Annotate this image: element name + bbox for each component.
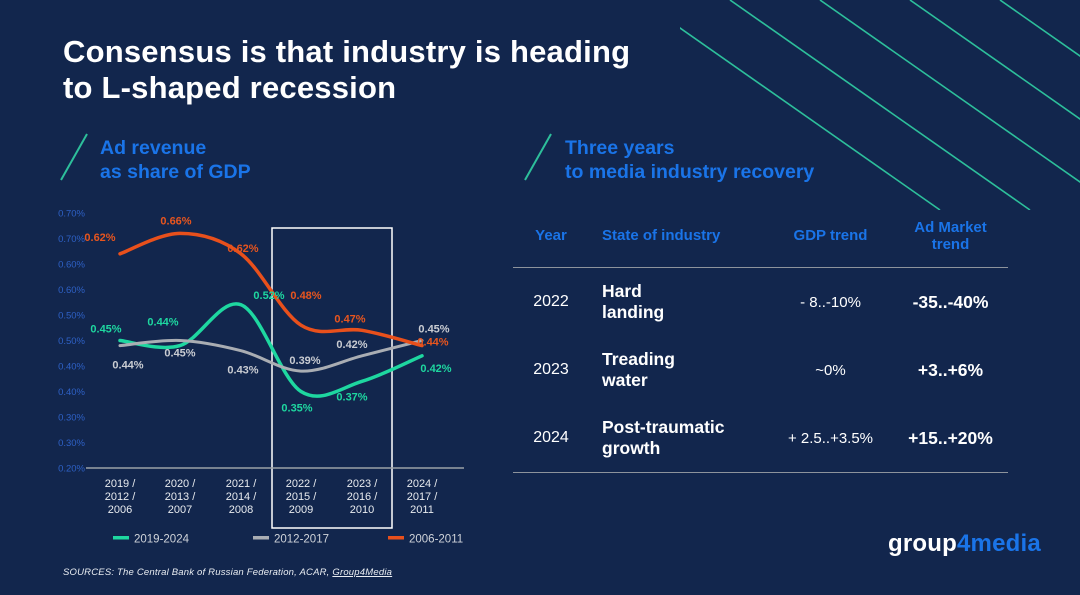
chart-section-heading: Ad revenue as share of GDP [100,137,251,184]
data-point-label: 0.42% [420,363,451,375]
table-cell-state: Post-traumatic growth [602,417,725,458]
table-cell-gdp-trend: + 2.5..+3.5% [787,429,874,447]
table-cell-ad-market-trend: +3..+6% [917,359,984,380]
data-point-label: 0.42% [336,339,367,351]
slash-icon [524,133,552,181]
series-line-2006-2011 [118,231,424,348]
x-axis-tick-label: 2024 /2017 /2011 [407,478,439,516]
table-header-gdp-trend: GDP trend [793,227,868,245]
data-point-label: 0.44% [112,360,143,372]
table-cell-state: Treading water [602,349,675,390]
legend-label: 2019-2024 [134,534,190,546]
table-cell-gdp-trend: ~0% [815,361,846,379]
y-axis-tick-label: 0.30% [58,413,85,424]
table-row: 2022 Hard landing - 8..-10% -35..-40% [513,268,1008,336]
table-row: 2023 Treading water ~0% +3..+6% [513,336,1008,404]
legend-label: 2012-2017 [274,534,329,546]
data-point-label: 0.44% [147,317,178,329]
table-header-state: State of industry [602,227,721,245]
table-bottom-rule [513,472,1008,473]
page-title: Consensus is that industry is heading to… [63,34,631,106]
table-header-row: Year State of industry GDP trend Ad Mark… [513,205,1008,267]
table-cell-ad-market-trend: -35..-40% [912,291,989,312]
x-axis-tick-label: 2019 /2012 /2006 [105,478,137,516]
data-point-label: 0.39% [289,355,320,367]
data-point-label: 0.48% [290,290,321,302]
recovery-table: Year State of industry GDP trend Ad Mark… [513,205,1008,473]
series-line-2012-2017 [118,338,424,373]
group4media-logo: group4media [888,530,1041,558]
data-point-label: 0.37% [336,391,367,403]
logo-blue-part: 4media [956,530,1041,557]
table-cell-gdp-trend: - 8..-10% [800,293,861,311]
series-line-2019-2024 [118,302,424,398]
data-point-label: 0.35% [281,403,312,415]
x-axis-tick-label: 2023 /2016 /2010 [347,478,379,516]
table-cell-state: Hard landing [602,281,665,322]
table-header-year: Year [535,227,567,245]
source-note-text: SOURCES: The Central Bank of Russian Fed… [63,567,333,578]
ad-revenue-chart: 0.70% 0.70% 0.60% 0.60% 0.50% 0.50% 0.40% 0.40%… [58,209,464,546]
logo-white-part: group [888,530,957,557]
source-link[interactable]: Group4Media [332,567,393,578]
x-axis-tick-label: 2021 /2014 /2008 [226,478,258,516]
data-point-label: 0.43% [227,365,258,377]
data-point-label: 0.62% [84,232,115,244]
data-point-label: 0.45% [418,324,449,336]
y-axis-tick-label: 0.50% [58,336,85,347]
table-cell-year: 2024 [533,429,569,446]
y-axis-tick-label: 0.20% [58,464,85,475]
y-axis-tick-label: 0.60% [58,260,85,271]
legend-swatch [113,536,129,540]
y-axis-tick-label: 0.30% [58,438,85,449]
y-axis-tick-label: 0.40% [58,387,85,398]
source-note: SOURCES: The Central Bank of Russian Fed… [63,567,392,578]
y-axis-tick-label: 0.70% [58,234,85,245]
table-section-heading: Three years to media industry recovery [565,137,815,184]
legend-swatch [388,536,404,540]
data-point-label: 0.52% [253,290,284,302]
table-row: 2024 Post-traumatic growth + 2.5..+3.5% +15… [513,404,1008,472]
x-axis-tick-label: 2022 /2015 /2009 [286,478,318,516]
x-axis-tick-label: 2020 /2013 /2007 [165,478,197,516]
data-point-label: 0.62% [227,243,258,255]
slash-icon [60,133,88,181]
data-point-label: 0.47% [334,313,365,325]
y-axis-tick-label: 0.70% [58,209,85,220]
legend-swatch [253,536,269,540]
table-header-ad-market-trend: Ad Market trend [914,218,987,253]
y-axis-tick-label: 0.50% [58,311,85,322]
table-cell-year: 2022 [533,293,569,310]
data-point-label: 0.45% [90,324,121,336]
data-point-label: 0.44% [417,337,448,349]
table-cell-year: 2023 [533,361,569,378]
data-point-label: 0.66% [160,215,191,227]
y-axis-tick-label: 0.60% [58,285,85,296]
y-axis-tick-label: 0.40% [58,362,85,373]
table-body: 2022 Hard landing - 8..-10% -35..-40% 2023 Tr… [513,268,1008,472]
highlight-box [271,227,393,529]
table-top-rule [513,267,1008,268]
data-point-label: 0.45% [164,348,195,360]
table-cell-ad-market-trend: +15..+20% [908,427,993,448]
legend-label: 2006-2011 [409,534,463,546]
